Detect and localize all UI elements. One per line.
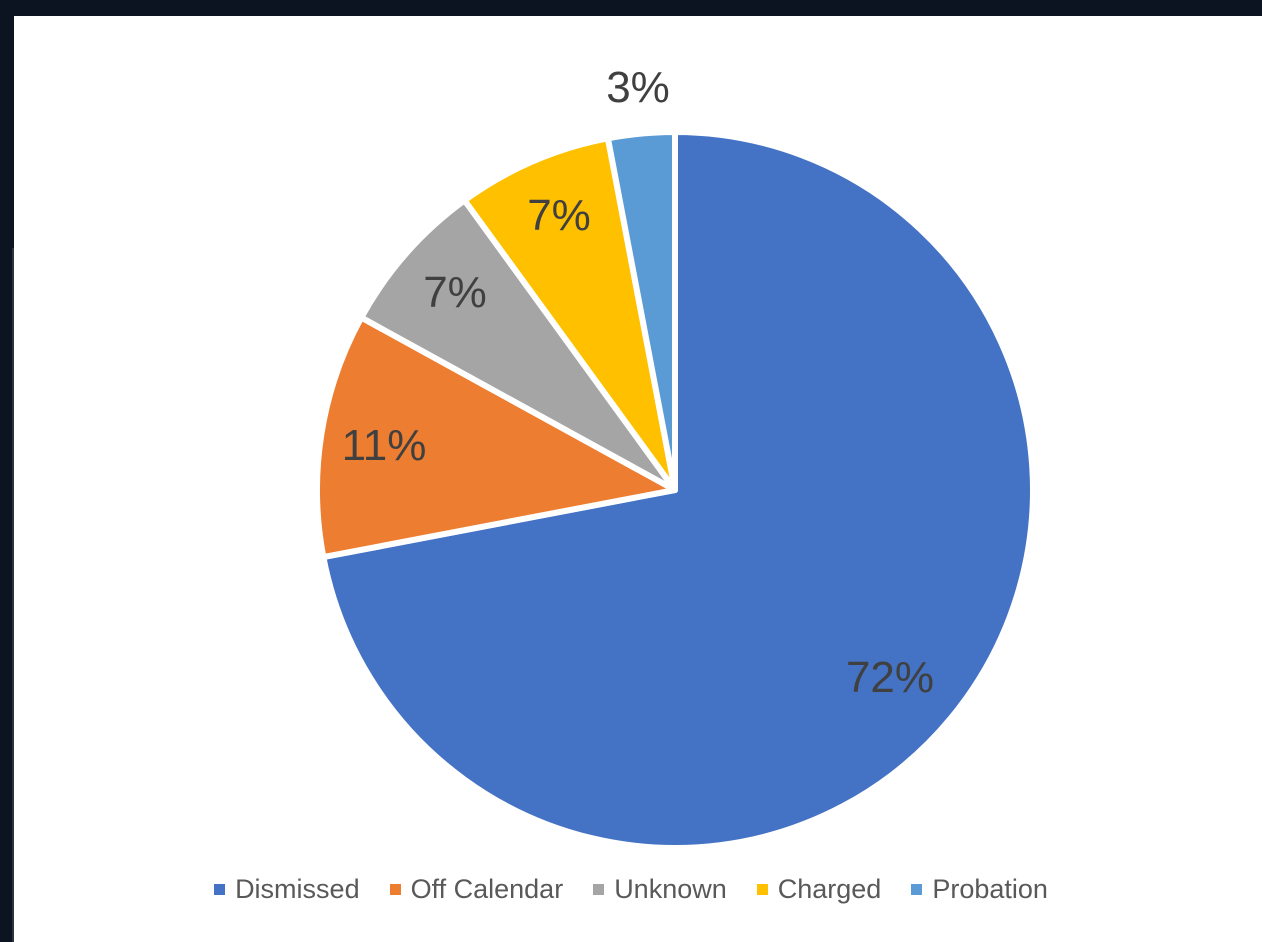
legend-swatch-off-calendar xyxy=(389,884,401,895)
slice-label-off-calendar: 11% xyxy=(342,421,427,470)
legend-swatch-dismissed xyxy=(214,884,226,895)
slice-label-probation: 3% xyxy=(606,63,670,112)
pie-slice-off-calendar xyxy=(314,314,678,561)
legend-item-off-calendar: Off Calendar xyxy=(389,874,564,905)
slice-label-charged: 7% xyxy=(527,191,591,240)
legend-swatch-charged xyxy=(756,884,768,895)
pie-slice-unknown xyxy=(358,197,678,493)
screen-border xyxy=(0,0,12,942)
legend-swatch-probation xyxy=(911,884,923,895)
legend-label-off-calendar: Off Calendar xyxy=(410,874,564,904)
slice-label-unknown: 7% xyxy=(423,268,487,317)
legend-label-unknown: Unknown xyxy=(614,874,727,904)
legend-item-unknown: Unknown xyxy=(593,874,727,905)
legend-label-charged: Charged xyxy=(777,874,882,904)
legend-swatch-unknown xyxy=(593,884,605,895)
panel-edge-divider xyxy=(12,248,14,942)
pie-slice-probation xyxy=(604,129,678,493)
slice-label-dismissed: 72% xyxy=(846,653,934,702)
legend-label-probation: Probation xyxy=(932,874,1048,904)
pie-slice-dismissed xyxy=(320,129,1036,851)
legend-item-charged: Charged xyxy=(756,874,882,905)
legend-item-probation: Probation xyxy=(911,874,1048,905)
chart-legend: Dismissed Off Calendar Unknown Charged P… xyxy=(0,874,1262,905)
legend-item-dismissed: Dismissed xyxy=(214,874,360,905)
legend-label-dismissed: Dismissed xyxy=(235,874,360,904)
